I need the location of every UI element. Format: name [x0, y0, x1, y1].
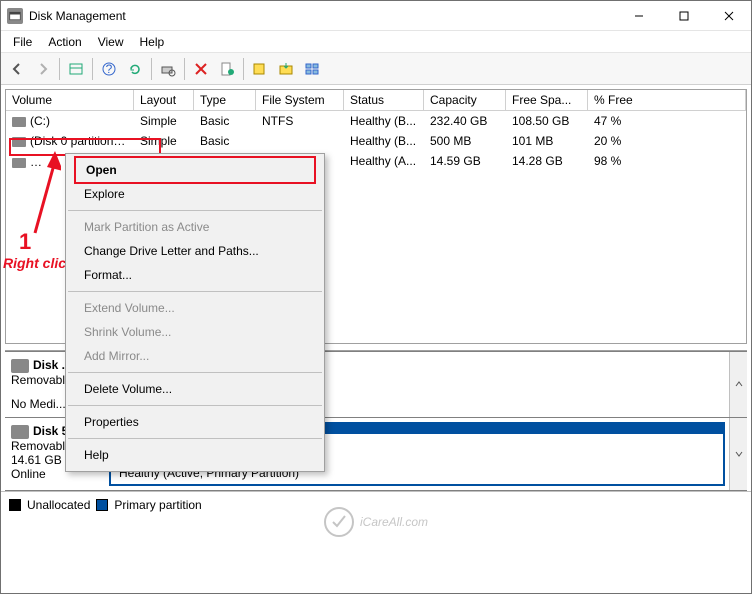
ctx-separator: [68, 210, 322, 211]
watermark: iCareAll.com: [324, 507, 428, 537]
disk-icon: [11, 425, 29, 439]
cell: Healthy (B...: [344, 111, 424, 131]
maximize-button[interactable]: [661, 1, 706, 31]
disk-type: Removable: [11, 439, 72, 453]
column-percent-free[interactable]: % Free: [588, 90, 746, 110]
cell: 14.59 GB: [424, 151, 506, 173]
ctx-mirror: Add Mirror...: [66, 344, 324, 368]
refresh-button[interactable]: [123, 57, 147, 81]
toolbar-separator: [243, 58, 244, 80]
toolbar-separator: [59, 58, 60, 80]
ctx-format[interactable]: Format...: [66, 263, 324, 287]
scroll-up-button[interactable]: [729, 352, 747, 417]
attach-vhd-button[interactable]: [274, 57, 298, 81]
volume-row[interactable]: (C:) Simple Basic NTFS Healthy (B... 232…: [6, 111, 746, 131]
column-volume[interactable]: Volume: [6, 90, 134, 110]
back-button[interactable]: [5, 57, 29, 81]
rescan-button[interactable]: [156, 57, 180, 81]
annotation-right-click: Right click: [3, 255, 74, 271]
ctx-open[interactable]: Open: [74, 156, 316, 184]
ctx-extend: Extend Volume...: [66, 296, 324, 320]
toolbar-separator: [184, 58, 185, 80]
ctx-explore[interactable]: Explore: [66, 182, 324, 206]
ctx-separator: [68, 291, 322, 292]
context-menu: Open Explore Mark Partition as Active Ch…: [65, 153, 325, 472]
cell: Basic: [194, 131, 256, 151]
legend-swatch-primary: [96, 499, 108, 511]
legend-label: Unallocated: [27, 498, 90, 512]
column-free-space[interactable]: Free Spa...: [506, 90, 588, 110]
disk-icon: [11, 359, 29, 373]
cell: Healthy (A...: [344, 151, 424, 173]
cell: 108.50 GB: [506, 111, 588, 131]
toolbar-separator: [151, 58, 152, 80]
help-button[interactable]: ?: [97, 57, 121, 81]
cell: Simple: [134, 111, 194, 131]
cell: 14.28 GB: [506, 151, 588, 173]
volume-list-header: Volume Layout Type File System Status Ca…: [6, 90, 746, 111]
volume-row[interactable]: (Disk 0 partition 1) Simple Basic Health…: [6, 131, 746, 151]
column-capacity[interactable]: Capacity: [424, 90, 506, 110]
ctx-mark-active: Mark Partition as Active: [66, 215, 324, 239]
delete-button[interactable]: [189, 57, 213, 81]
disk-state: Online: [11, 467, 46, 481]
column-status[interactable]: Status: [344, 90, 424, 110]
ctx-help[interactable]: Help: [66, 443, 324, 467]
ctx-separator: [68, 405, 322, 406]
window-title: Disk Management: [29, 9, 616, 23]
watermark-text: iCareAll.com: [360, 515, 428, 529]
menu-help[interactable]: Help: [132, 33, 173, 51]
minimize-button[interactable]: [616, 1, 661, 31]
disk-size: 14.61 GB: [11, 453, 62, 467]
menu-bar: File Action View Help: [1, 31, 751, 53]
ctx-separator: [68, 372, 322, 373]
properties-button[interactable]: [215, 57, 239, 81]
cell: Healthy (B...: [344, 131, 424, 151]
scroll-down-button[interactable]: [729, 418, 747, 490]
column-layout[interactable]: Layout: [134, 90, 194, 110]
menu-view[interactable]: View: [90, 33, 132, 51]
legend-swatch-unallocated: [9, 499, 21, 511]
disk-name: Disk 5: [33, 424, 68, 438]
volume-icon: [12, 137, 26, 147]
view-options-button[interactable]: [300, 57, 324, 81]
menu-action[interactable]: Action: [40, 33, 89, 51]
ctx-delete[interactable]: Delete Volume...: [66, 377, 324, 401]
cell: 98 %: [588, 151, 746, 173]
toolbar-separator: [92, 58, 93, 80]
ctx-properties[interactable]: Properties: [66, 410, 324, 434]
close-button[interactable]: [706, 1, 751, 31]
new-volume-button[interactable]: [248, 57, 272, 81]
cell: 232.40 GB: [424, 111, 506, 131]
column-type[interactable]: Type: [194, 90, 256, 110]
volume-name: (Disk 0 partition 1): [30, 134, 127, 148]
ctx-shrink: Shrink Volume...: [66, 320, 324, 344]
cell: 101 MB: [506, 131, 588, 151]
table-view-button[interactable]: [64, 57, 88, 81]
ctx-change-letter[interactable]: Change Drive Letter and Paths...: [66, 239, 324, 263]
app-icon: [7, 8, 23, 24]
column-filesystem[interactable]: File System: [256, 90, 344, 110]
cell: 500 MB: [424, 131, 506, 151]
legend-label: Primary partition: [114, 498, 201, 512]
ctx-open-label: Open: [86, 163, 117, 177]
cell: 47 %: [588, 111, 746, 131]
volume-name: (C:): [30, 114, 50, 128]
forward-button[interactable]: [31, 57, 55, 81]
cell: [256, 131, 344, 151]
annotation-arrow-1: [17, 149, 61, 235]
annotation-number-1: 1: [19, 229, 31, 255]
svg-text:?: ?: [106, 62, 113, 76]
volume-icon: [12, 117, 26, 127]
cell: 20 %: [588, 131, 746, 151]
cell: Simple: [134, 131, 194, 151]
ctx-separator: [68, 438, 322, 439]
toolbar: ?: [1, 53, 751, 85]
menu-file[interactable]: File: [5, 33, 40, 51]
watermark-icon: [324, 507, 354, 537]
cell: NTFS: [256, 111, 344, 131]
cell: Basic: [194, 111, 256, 131]
title-bar: Disk Management: [1, 1, 751, 31]
